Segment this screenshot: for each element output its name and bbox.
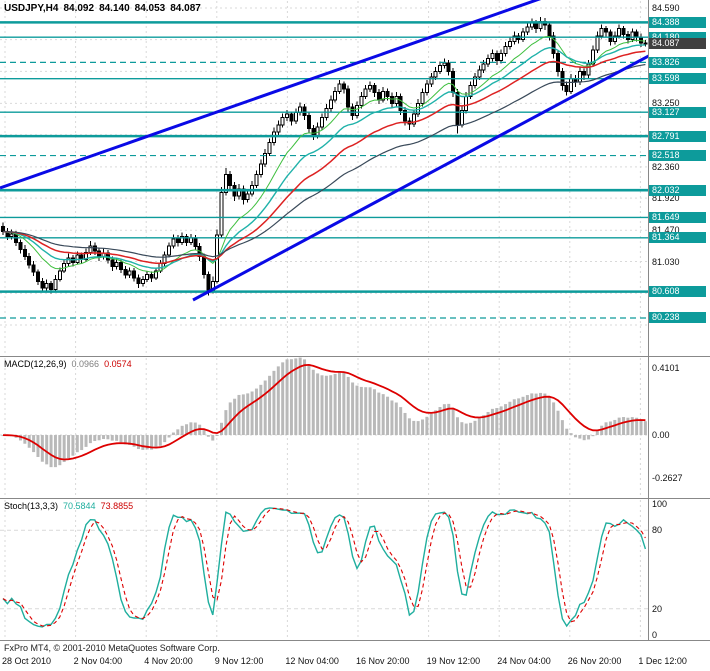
candles-layer <box>1 17 648 296</box>
lower-channel-trendline[interactable] <box>192 22 710 302</box>
price-axis[interactable] <box>649 0 710 641</box>
macd-signal-value: 0.0574 <box>104 359 132 369</box>
ma-34-line <box>2 50 646 265</box>
ma-55-line <box>2 63 646 258</box>
stoch-main-line <box>2 507 647 628</box>
stoch-main-value: 70.5844 <box>63 501 96 511</box>
macd-panel <box>1 357 647 468</box>
panel-separators <box>0 0 710 641</box>
symbol-timeframe: USDJPY,H4 <box>4 3 59 14</box>
price-panel <box>0 0 710 319</box>
macd-indicator-label: MACD(12,26,9) 0.0966 0.0574 <box>4 359 137 369</box>
ohlc-high-value: 84.140 <box>99 3 130 14</box>
stoch-indicator-label: Stoch(13,3,3) 70.5844 73.8855 <box>4 501 138 511</box>
chart-title: USDJPY,H4 84.092 84.140 84.053 84.087 <box>4 3 206 14</box>
ma-21-line <box>2 44 646 269</box>
ma-12-line <box>2 35 646 273</box>
ohlc-close-value: 84.087 <box>170 3 201 14</box>
upper-channel-trendline[interactable] <box>0 0 548 190</box>
stoch-signal-value: 73.8855 <box>100 501 134 511</box>
macd-signal-line <box>2 363 646 461</box>
stoch-signal-line <box>2 507 646 627</box>
ohlc-low-value: 84.053 <box>134 3 166 14</box>
stoch-panel <box>2 507 647 628</box>
macd-main-value: 0.0966 <box>71 359 100 369</box>
support-resistance-lines[interactable] <box>0 21 648 319</box>
stoch-name: Stoch(13,3,3) <box>4 501 59 511</box>
macd-name: MACD(12,26,9) <box>4 359 67 369</box>
macd-histogram <box>1 357 647 468</box>
copyright-text: FxPro MT4, © 2001-2010 MetaQuotes Softwa… <box>4 643 220 653</box>
ohlc-open-value: 84.092 <box>63 3 95 14</box>
